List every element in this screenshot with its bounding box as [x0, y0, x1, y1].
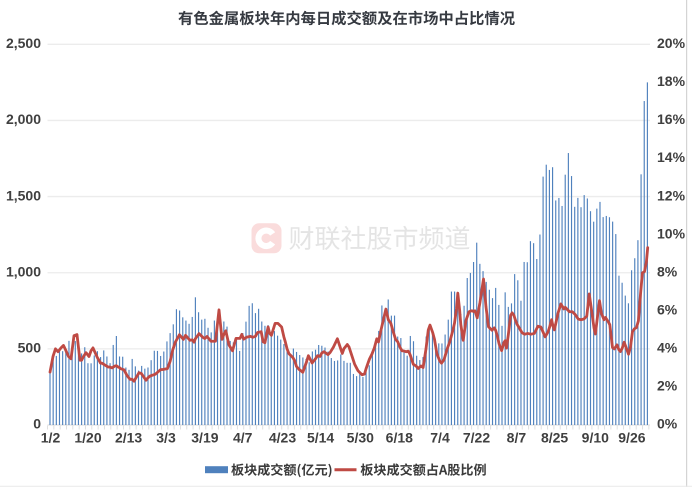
svg-text:0%: 0% — [657, 416, 678, 432]
svg-text:5/30: 5/30 — [347, 430, 374, 446]
svg-text:1,500: 1,500 — [6, 187, 41, 203]
svg-text:8/25: 8/25 — [541, 430, 568, 446]
svg-text:9/10: 9/10 — [582, 430, 609, 446]
svg-text:14%: 14% — [657, 149, 686, 165]
svg-text:2,500: 2,500 — [6, 35, 41, 51]
svg-text:1/20: 1/20 — [74, 430, 101, 446]
svg-text:5/14: 5/14 — [307, 430, 334, 446]
svg-text:0: 0 — [33, 416, 41, 432]
svg-text:2/13: 2/13 — [115, 430, 142, 446]
svg-text:2%: 2% — [657, 378, 678, 394]
svg-text:4/23: 4/23 — [269, 430, 296, 446]
svg-text:12%: 12% — [657, 187, 686, 203]
svg-text:2,000: 2,000 — [6, 111, 41, 127]
svg-text:6%: 6% — [657, 302, 678, 318]
svg-text:6/18: 6/18 — [386, 430, 413, 446]
svg-text:16%: 16% — [657, 111, 686, 127]
svg-text:7/22: 7/22 — [463, 430, 490, 446]
svg-text:4/7: 4/7 — [233, 430, 253, 446]
svg-text:1,000: 1,000 — [6, 263, 41, 279]
svg-text:20%: 20% — [657, 35, 686, 51]
svg-text:7/4: 7/4 — [430, 430, 450, 446]
svg-text:8%: 8% — [657, 263, 678, 279]
svg-text:8/7: 8/7 — [507, 430, 527, 446]
svg-text:500: 500 — [18, 340, 42, 356]
svg-text:3/3: 3/3 — [156, 430, 176, 446]
svg-text:3/19: 3/19 — [191, 430, 218, 446]
svg-text:18%: 18% — [657, 73, 686, 89]
svg-text:9/26: 9/26 — [618, 430, 645, 446]
svg-text:1/2: 1/2 — [41, 430, 61, 446]
svg-text:4%: 4% — [657, 340, 678, 356]
svg-text:10%: 10% — [657, 225, 686, 241]
